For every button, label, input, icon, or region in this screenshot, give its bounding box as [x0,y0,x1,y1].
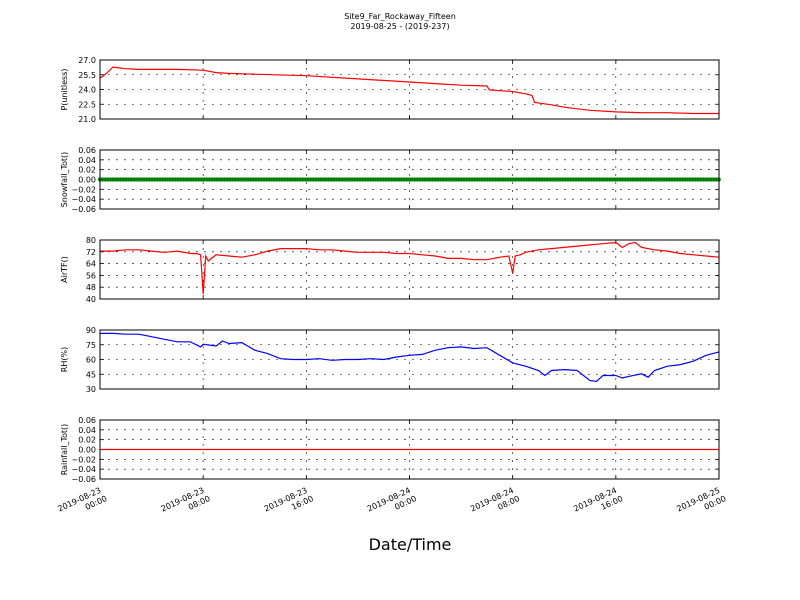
y-axis-label: P(unitless) [60,68,69,110]
series-line [100,241,720,295]
y-tick-label: 64 [86,260,96,269]
chart-subtitle: 2019-08-25 - (2019-237) [350,22,449,31]
y-tick-label: 0.04 [78,156,96,165]
y-tick-label: −0.06 [71,205,96,214]
y-tick-label: 0.06 [78,146,96,155]
y-tick-label: −0.06 [71,475,96,484]
y-tick-label: 56 [86,271,96,280]
x-tick-label: 2019-08-2400:00 [366,485,418,523]
y-tick-label: 40 [86,295,96,304]
panel-1: 21.0 22.5 24.0 25.5 27.0 P(unitless) [60,56,720,124]
y-tick-label: 80 [86,236,96,245]
panel-5: −0.06−0.04−0.020.000.020.040.06 Rainfall_… [60,416,720,484]
y-tick-label: −0.04 [71,465,96,474]
y-tick-label: 30 [86,385,96,394]
y-tick-label: 0.04 [78,426,96,435]
y-tick-label: 0.02 [78,436,96,445]
x-tick-label: 2019-08-2416:00 [572,485,624,523]
panel-frame [99,419,720,480]
panel-frame [99,59,720,120]
y-axis-label: Snowfall_Tot() [60,152,69,208]
panel-frame [99,329,720,390]
x-tick-label: 2019-08-2408:00 [469,485,521,523]
y-tick-label: 0.06 [78,416,96,425]
chart-title: Site9_Far_Rockaway_Fifteen [344,12,456,21]
panel-3: 40 48 56 64 72 80 AirTF() [60,236,720,304]
y-tick-label: 24.0 [78,86,96,95]
series-line [99,66,719,115]
y-tick-label: 45 [86,370,96,379]
y-tick-label: 60 [86,356,96,365]
y-tick-label: −0.02 [71,455,96,464]
y-tick-label: 25.5 [78,71,96,80]
panel-frame [99,149,720,210]
x-tick-label: 2019-08-2300:00 [56,485,108,523]
y-tick-label: 75 [86,341,96,350]
chart-panels: 21.022.524.025.527.0P(unitless)−0.06−0.0… [60,56,721,484]
x-axis-label: Date/Time [369,535,452,554]
y-tick-label: 0.00 [78,176,96,185]
x-tick-label: 2019-08-2308:00 [160,485,212,523]
y-tick-label: 27.0 [78,56,96,65]
x-axis-ticks: 2019-08-2300:00 2019-08-2308:00 2019-08-23… [56,485,727,523]
y-tick-label: 21.0 [78,115,96,124]
y-tick-label: 22.5 [78,100,96,109]
y-axis-label: RH(%) [60,347,69,372]
y-axis-label: AirTF() [60,256,69,283]
y-tick-label: 0.02 [78,166,96,175]
y-tick-label: −0.04 [71,195,96,204]
panel-2: −0.06−0.04−0.020.000.020.040.06 Snowfall_… [60,146,721,214]
x-tick-label: 2019-08-2500:00 [675,485,727,523]
y-axis-label: Rainfall_Tot() [60,424,69,476]
panel-frame [99,239,720,300]
x-tick-label: 2019-08-2316:00 [263,485,315,523]
y-tick-label: 0.00 [78,446,96,455]
y-tick-label: 72 [86,248,96,257]
y-tick-label: 90 [86,326,96,335]
y-tick-label: 48 [86,283,96,292]
panel-4: 30 45 60 75 90 RH(%) [60,326,720,394]
y-tick-label: −0.02 [71,185,96,194]
series-line [100,332,720,383]
